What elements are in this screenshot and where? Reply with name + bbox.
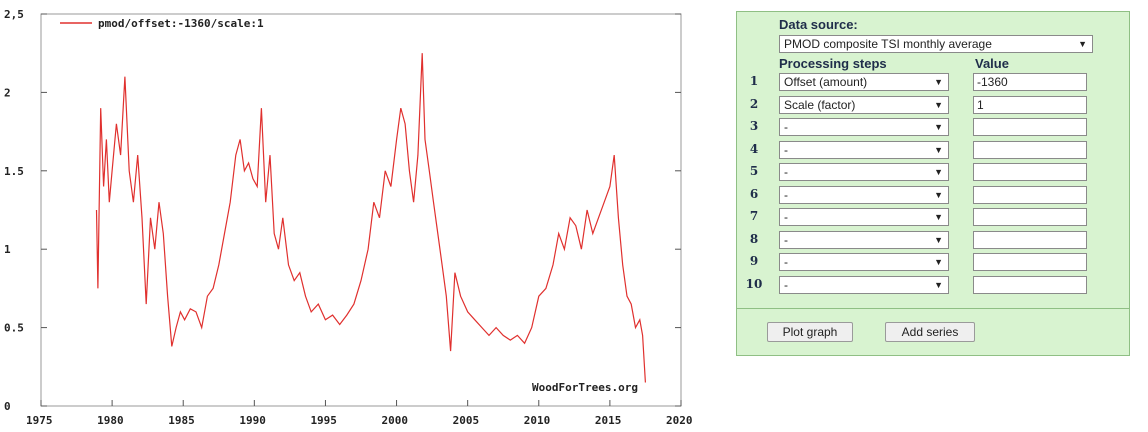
y-tick-label: 2 bbox=[4, 86, 11, 99]
chevron-down-icon: ▼ bbox=[934, 212, 943, 222]
series-panel: Data source: PMOD composite TSI monthly … bbox=[736, 11, 1130, 356]
step-value-input[interactable] bbox=[973, 185, 1087, 204]
chevron-down-icon: ▼ bbox=[934, 279, 943, 290]
row-number: 5 bbox=[749, 164, 759, 178]
step-value-input[interactable] bbox=[973, 253, 1087, 271]
add-series-button[interactable]: Add series bbox=[885, 322, 975, 342]
processing-step-value: - bbox=[784, 255, 788, 269]
processing-step-value: - bbox=[784, 142, 788, 157]
chevron-down-icon: ▼ bbox=[934, 189, 943, 200]
value-label: Value bbox=[975, 56, 1009, 71]
row-number: 8 bbox=[749, 231, 759, 246]
processing-step-value: Scale (factor) bbox=[784, 97, 856, 112]
chevron-down-icon: ▼ bbox=[934, 234, 943, 245]
data-source-select[interactable]: PMOD composite TSI monthly average ▼ bbox=[779, 35, 1093, 53]
processing-step-select[interactable]: - ▼ bbox=[779, 208, 949, 226]
x-tick-label: 1985 bbox=[168, 414, 195, 427]
processing-step-value: - bbox=[784, 210, 788, 224]
data-source-value: PMOD composite TSI monthly average bbox=[784, 37, 992, 51]
step-value-input[interactable]: -1360 bbox=[973, 73, 1087, 91]
step-value-input[interactable] bbox=[973, 275, 1087, 294]
processing-step-value: - bbox=[784, 120, 788, 134]
row-number: 4 bbox=[749, 141, 759, 156]
processing-step-select[interactable]: - ▼ bbox=[779, 185, 949, 204]
plot-graph-button[interactable]: Plot graph bbox=[767, 322, 853, 342]
y-tick-label: 2,5 bbox=[4, 8, 24, 21]
x-tick-label: 1995 bbox=[310, 414, 337, 427]
row-number: 9 bbox=[749, 254, 759, 268]
processing-step-select[interactable]: - ▼ bbox=[779, 230, 949, 249]
series-line bbox=[95, 53, 646, 383]
y-tick-label: 0 bbox=[4, 400, 11, 413]
row-number: 10 bbox=[745, 276, 763, 291]
processing-step-select[interactable]: Scale (factor) ▼ bbox=[779, 95, 949, 114]
processing-step-select[interactable]: - ▼ bbox=[779, 275, 949, 294]
y-tick-label: 0.5 bbox=[4, 322, 24, 335]
watermark-text: WoodForTrees.org bbox=[532, 381, 638, 394]
panel-divider bbox=[737, 308, 1129, 309]
chevron-down-icon: ▼ bbox=[934, 144, 943, 155]
x-tick-label: 2020 bbox=[666, 414, 693, 427]
y-tick-label: 1 bbox=[4, 243, 11, 256]
processing-step-value: - bbox=[784, 165, 788, 179]
step-value-input[interactable] bbox=[973, 163, 1087, 181]
x-tick-label: 1980 bbox=[97, 414, 124, 427]
chevron-down-icon: ▼ bbox=[934, 167, 943, 177]
legend-label: pmod/offset:-1360/scale:1 bbox=[98, 17, 264, 30]
processing-step-value: - bbox=[784, 187, 788, 202]
chevron-down-icon: ▼ bbox=[934, 99, 943, 110]
chevron-down-icon: ▼ bbox=[934, 122, 943, 132]
x-tick-label: 2000 bbox=[382, 414, 409, 427]
row-number: 7 bbox=[749, 209, 759, 223]
chevron-down-icon: ▼ bbox=[1078, 39, 1087, 49]
chevron-down-icon: ▼ bbox=[934, 77, 943, 87]
processing-step-value: - bbox=[784, 232, 788, 247]
processing-step-value: Offset (amount) bbox=[784, 75, 868, 89]
processing-step-select[interactable]: - ▼ bbox=[779, 253, 949, 271]
tsi-chart: 0 0.5 1 1.5 2 2,5 1975 1980 1985 1990 1995 2000 200… bbox=[4, 8, 693, 427]
x-tick-label: 2015 bbox=[595, 414, 622, 427]
step-value-input[interactable] bbox=[973, 208, 1087, 226]
chart-area: 0 0.5 1 1.5 2 2,5 1975 1980 1985 1990 1995 2000 200… bbox=[4, 8, 693, 427]
x-tick-label: 2010 bbox=[524, 414, 551, 427]
processing-step-select[interactable]: Offset (amount) ▼ bbox=[779, 73, 949, 91]
y-tick-label: 1.5 bbox=[4, 165, 24, 178]
processing-step-value: - bbox=[784, 277, 788, 292]
step-value-input[interactable] bbox=[973, 140, 1087, 159]
processing-step-select[interactable]: - ▼ bbox=[779, 140, 949, 159]
processing-step-select[interactable]: - ▼ bbox=[779, 163, 949, 181]
row-number: 3 bbox=[749, 119, 759, 133]
x-tick-label: 2005 bbox=[453, 414, 480, 427]
step-value-input[interactable] bbox=[973, 230, 1087, 249]
x-tick-label: 1990 bbox=[239, 414, 265, 427]
x-tick-label: 1975 bbox=[26, 414, 53, 427]
row-number: 6 bbox=[749, 186, 759, 201]
processing-step-select[interactable]: - ▼ bbox=[779, 118, 949, 136]
chevron-down-icon: ▼ bbox=[934, 257, 943, 267]
data-source-label: Data source: bbox=[779, 17, 858, 32]
step-value-input[interactable] bbox=[973, 118, 1087, 136]
processing-steps-label: Processing steps bbox=[779, 56, 887, 71]
step-value-input[interactable]: 1 bbox=[973, 95, 1087, 114]
row-number: 1 bbox=[749, 74, 759, 88]
row-number: 2 bbox=[749, 96, 759, 111]
plot-frame bbox=[40, 13, 682, 407]
